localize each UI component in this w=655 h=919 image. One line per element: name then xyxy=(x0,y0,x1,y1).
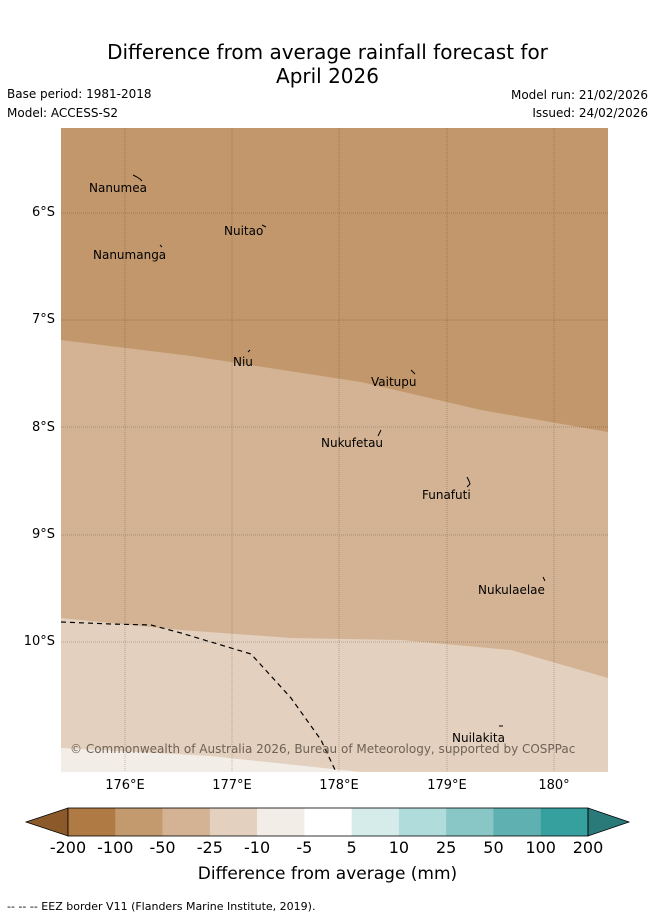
colorbar-tick-label: -10 xyxy=(244,838,271,857)
colorbar xyxy=(24,807,631,837)
colorbar-extend-high xyxy=(587,807,631,837)
colorbar-cell xyxy=(446,808,494,836)
island-shape-nukufetau xyxy=(377,429,382,437)
lon-label: 178°E xyxy=(319,778,359,793)
graticule xyxy=(61,128,608,772)
lon-label: 176°E xyxy=(105,778,145,793)
rainfall-map xyxy=(61,128,608,772)
island-label-nanumanga: Nanumanga xyxy=(93,248,167,262)
island-label-nuitao: Nuitao xyxy=(224,224,264,238)
issued-date: Issued: 24/02/2026 xyxy=(532,106,648,120)
colorbar-tick-label: 5 xyxy=(346,838,357,857)
island-shape-nanumanga xyxy=(159,244,163,248)
colorbar-cell xyxy=(68,808,116,836)
colorbar-tick-label: -5 xyxy=(296,838,313,857)
band-dry-light xyxy=(61,618,608,772)
island-label-funafuti: Funafuti xyxy=(422,488,471,502)
colorbar-tick-label: 25 xyxy=(435,838,457,857)
colorbar-frame xyxy=(67,807,589,837)
island-shape-funafuti xyxy=(466,476,471,488)
island-shape-nuitao xyxy=(261,224,267,228)
colorbar-tick-label: -100 xyxy=(97,838,134,857)
island-shape-nanumea xyxy=(132,174,143,182)
colorbar-cell xyxy=(115,808,163,836)
island-shape-niu xyxy=(247,349,251,353)
lat-label: 7°S xyxy=(31,312,55,327)
lon-label: 180° xyxy=(538,778,570,793)
base-period: Base period: 1981-2018 xyxy=(7,87,152,101)
colorbar-title: Difference from average (mm) xyxy=(197,864,458,884)
colorbar-cell xyxy=(257,808,305,836)
colorbar-cells xyxy=(24,807,631,837)
island-label-nanumea: Nanumea xyxy=(89,181,147,195)
colorbar-cell xyxy=(540,808,589,836)
colorbar-tick-label: -200 xyxy=(49,838,87,857)
island-label-vaitupu: Vaitupu xyxy=(371,375,417,389)
copyright-notice: © Commonwealth of Australia 2026, Bureau… xyxy=(70,742,576,756)
colorbar-tick-label: 50 xyxy=(483,838,504,857)
lat-label: 10°S xyxy=(23,634,55,649)
model-name: Model: ACCESS-S2 xyxy=(7,106,119,120)
island-shape-nukulaelae xyxy=(542,576,546,582)
lat-label: 9°S xyxy=(31,527,55,542)
colorbar-tick-label: 200 xyxy=(572,838,604,857)
island-label-nuilakita: Nuilakita xyxy=(452,731,505,745)
eez-footnote: -- -- -- EEZ border V11 (Flanders Marine… xyxy=(7,900,316,913)
colorbar-cell xyxy=(209,808,258,836)
lat-label: 6°S xyxy=(31,205,55,220)
colorbar-tick-label: 10 xyxy=(388,838,410,857)
model-run: Model run: 21/02/2026 xyxy=(510,88,648,102)
island-label-niu: Niu xyxy=(233,355,253,369)
lon-label: 177°E xyxy=(212,778,252,793)
map-svg xyxy=(61,128,608,772)
title-line-2: April 2026 xyxy=(276,64,379,88)
island-label-nukulaelae: Nukulaelae xyxy=(478,583,545,597)
lon-label: 179°E xyxy=(427,778,467,793)
colorbar-tick-label: 100 xyxy=(525,838,556,857)
band-near-normal xyxy=(61,748,361,772)
island-label-nukufetau: Nukufetau xyxy=(321,436,384,450)
colorbar-cell xyxy=(351,808,400,836)
lat-label: 8°S xyxy=(31,420,55,435)
title-line-1: Difference from average rainfall forecas… xyxy=(107,40,548,64)
colorbar-cell xyxy=(162,808,211,836)
colorbar-cell xyxy=(304,808,352,836)
chart-title: Difference from average rainfall forecas… xyxy=(0,40,655,88)
island-shapes xyxy=(132,174,546,727)
colorbar-cell xyxy=(493,808,542,836)
island-shape-vaitupu xyxy=(410,369,416,375)
colorbar-tick-label: -50 xyxy=(149,838,176,857)
eez-border xyxy=(61,621,337,772)
colorbar-extend-low xyxy=(24,807,69,837)
colorbar-cell xyxy=(398,808,447,836)
colorbar-tick-label: -25 xyxy=(196,838,223,857)
